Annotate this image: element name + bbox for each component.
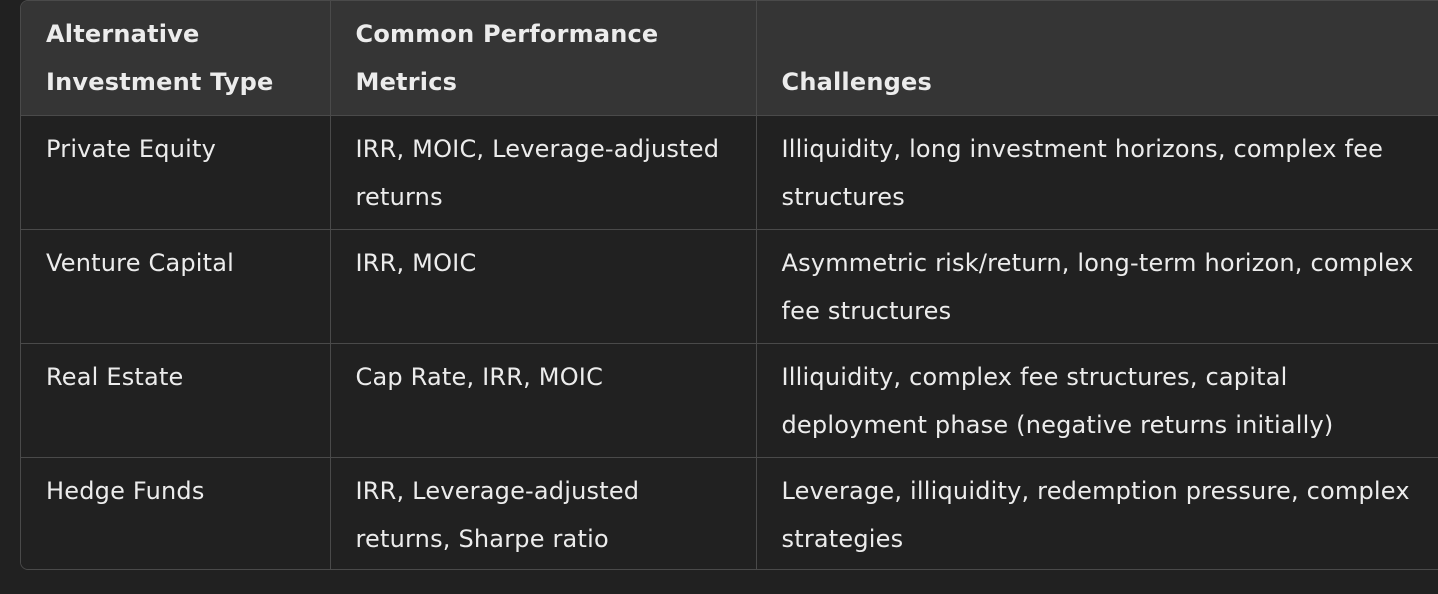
table-row: Real Estate Cap Rate, IRR, MOIC Illiquid… [21, 343, 1438, 458]
cell-challenges: Asymmetric risk/return, long-term horizo… [756, 229, 1438, 344]
cell-metrics: IRR, MOIC [330, 229, 757, 344]
cell-metrics: IRR, Leverage-adjusted returns, Sharpe r… [330, 457, 757, 569]
cell-challenges: Illiquidity, complex fee structures, cap… [756, 343, 1438, 458]
investment-table: Alternative Investment Type Common Perfo… [21, 1, 1438, 569]
cell-metrics: Cap Rate, IRR, MOIC [330, 343, 757, 458]
cell-metrics: IRR, MOIC, Leverage-adjusted returns [330, 115, 757, 230]
header-row: Alternative Investment Type Common Perfo… [21, 1, 1438, 116]
header-investment-type: Alternative Investment Type [21, 1, 331, 116]
table-header: Alternative Investment Type Common Perfo… [21, 1, 1438, 116]
cell-investment-type: Hedge Funds [21, 457, 331, 569]
investment-table-container: Alternative Investment Type Common Perfo… [20, 0, 1438, 570]
cell-investment-type: Real Estate [21, 343, 331, 458]
cell-challenges: Leverage, illiquidity, redemption pressu… [781, 476, 1410, 553]
table-row: Hedge Funds IRR, Leverage-adjusted retur… [21, 457, 1438, 569]
cell-investment-type: Venture Capital [21, 229, 331, 344]
table-body: Private Equity IRR, MOIC, Leverage-adjus… [21, 115, 1438, 569]
cell-investment-type: Private Equity [21, 115, 331, 230]
table-row: Private Equity IRR, MOIC, Leverage-adjus… [21, 115, 1438, 230]
cell-challenges: Illiquidity, long investment horizons, c… [756, 115, 1438, 230]
table-row: Venture Capital IRR, MOIC Asymmetric ris… [21, 229, 1438, 344]
header-challenges: Challenges [756, 1, 1438, 116]
header-performance-metrics: Common Performance Metrics [330, 1, 757, 116]
